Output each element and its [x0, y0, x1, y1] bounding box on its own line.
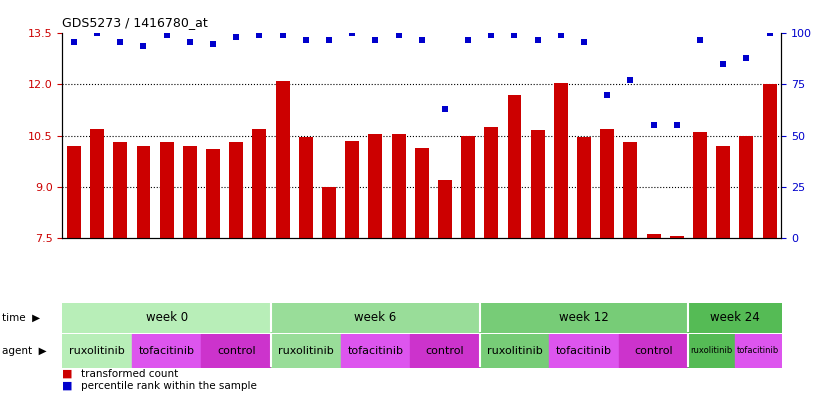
- Bar: [740, 136, 754, 238]
- Point: [276, 32, 289, 39]
- Point: [114, 39, 127, 45]
- Bar: [253, 129, 267, 238]
- Point: [137, 42, 150, 49]
- Point: [369, 37, 382, 43]
- Bar: [716, 146, 730, 238]
- Bar: [136, 146, 150, 238]
- Text: week 24: week 24: [710, 311, 760, 324]
- Bar: [229, 142, 243, 238]
- Text: tofacitinib: tofacitinib: [139, 346, 194, 356]
- Bar: [67, 146, 81, 238]
- Point: [160, 32, 174, 39]
- Text: tofacitinib: tofacitinib: [737, 346, 779, 355]
- Text: tofacitinib: tofacitinib: [556, 346, 612, 356]
- Bar: [647, 234, 661, 238]
- Bar: [577, 137, 591, 238]
- Point: [415, 37, 429, 43]
- Text: control: control: [217, 346, 256, 356]
- Text: ruxolitinib: ruxolitinib: [278, 346, 334, 356]
- Point: [508, 32, 521, 39]
- Point: [716, 61, 730, 67]
- Text: agent  ▶: agent ▶: [2, 346, 47, 356]
- Text: week 0: week 0: [145, 311, 188, 324]
- Bar: [160, 142, 174, 238]
- Point: [183, 39, 196, 45]
- Point: [484, 32, 498, 39]
- Bar: [322, 187, 336, 238]
- Point: [531, 37, 544, 43]
- Text: GDS5273 / 1416780_at: GDS5273 / 1416780_at: [62, 16, 208, 29]
- Point: [763, 30, 776, 37]
- Text: time  ▶: time ▶: [2, 312, 40, 322]
- Point: [578, 39, 591, 45]
- Point: [91, 30, 104, 37]
- Bar: [438, 180, 452, 238]
- Point: [322, 37, 336, 43]
- Point: [461, 37, 475, 43]
- Text: ruxolitinib: ruxolitinib: [487, 346, 543, 356]
- Point: [624, 77, 637, 84]
- Point: [392, 32, 406, 39]
- Text: percentile rank within the sample: percentile rank within the sample: [81, 381, 257, 391]
- Bar: [415, 147, 429, 238]
- Bar: [670, 236, 684, 238]
- Bar: [461, 136, 475, 238]
- Point: [740, 55, 753, 61]
- Bar: [623, 142, 637, 238]
- Bar: [600, 129, 614, 238]
- Bar: [693, 132, 707, 238]
- Point: [346, 30, 359, 37]
- Bar: [113, 142, 127, 238]
- Point: [438, 106, 451, 112]
- Bar: [508, 95, 521, 238]
- Bar: [368, 134, 382, 238]
- Bar: [484, 127, 499, 238]
- Bar: [345, 141, 359, 238]
- Text: transformed count: transformed count: [81, 369, 178, 379]
- Bar: [763, 84, 776, 238]
- Point: [693, 37, 706, 43]
- Point: [67, 39, 81, 45]
- Bar: [206, 149, 220, 238]
- Point: [229, 34, 243, 40]
- Bar: [531, 130, 544, 238]
- Bar: [554, 83, 568, 238]
- Point: [299, 37, 312, 43]
- Point: [647, 122, 661, 129]
- Point: [253, 32, 266, 39]
- Bar: [276, 81, 289, 238]
- Text: ruxolitinib: ruxolitinib: [69, 346, 125, 356]
- Text: ■: ■: [62, 369, 73, 379]
- Text: ■: ■: [62, 381, 73, 391]
- Text: control: control: [634, 346, 673, 356]
- Point: [206, 40, 219, 47]
- Bar: [183, 146, 197, 238]
- Text: control: control: [425, 346, 465, 356]
- Point: [554, 32, 568, 39]
- Point: [601, 92, 614, 98]
- Text: tofacitinib: tofacitinib: [347, 346, 403, 356]
- Bar: [299, 137, 312, 238]
- Text: week 6: week 6: [354, 311, 396, 324]
- Point: [670, 122, 683, 129]
- Text: week 12: week 12: [559, 311, 609, 324]
- Text: ruxolitinib: ruxolitinib: [691, 346, 733, 355]
- Bar: [90, 129, 104, 238]
- Bar: [391, 134, 406, 238]
